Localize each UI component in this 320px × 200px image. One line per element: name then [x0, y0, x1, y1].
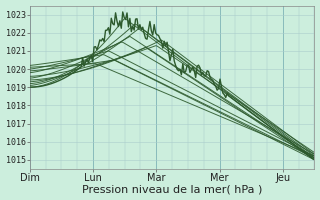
X-axis label: Pression niveau de la mer( hPa ): Pression niveau de la mer( hPa )	[82, 184, 262, 194]
